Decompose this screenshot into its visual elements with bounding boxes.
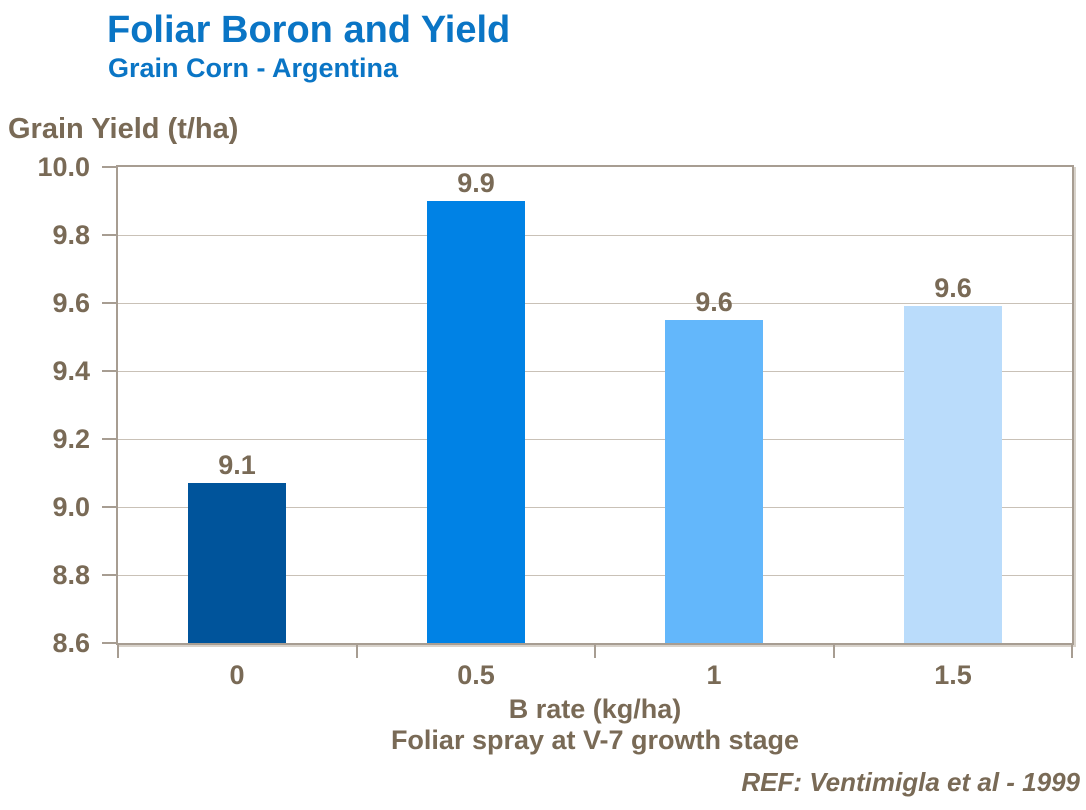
bar-1 [665,320,763,643]
gridline [118,507,1072,508]
x-tick-label: 1.5 [934,660,972,690]
x-tick-label: 1 [706,660,722,690]
x-tick-label: 0.5 [457,660,495,690]
x-axis-title: B rate (kg/ha) [508,694,682,724]
y-tick-label: 9.2 [52,424,90,454]
x-tick [1071,645,1073,658]
y-tick [102,166,116,168]
y-tick [102,438,116,440]
y-axis-title: Grain Yield (t/ha) [8,113,239,145]
y-tick [102,370,116,372]
bar-value-label: 9.1 [218,450,256,480]
x-tick [594,645,596,658]
reference-text: REF: Ventimigla et al - 1999 [741,767,1080,797]
plot-area: 9.1 9.9 9.6 9.6 [116,165,1074,645]
y-tick [102,302,116,304]
y-tick-label: 8.8 [52,560,90,590]
chart-title: Foliar Boron and Yield [107,9,511,51]
y-tick-label: 8.6 [52,628,90,658]
y-tick-label: 9.4 [52,356,90,386]
gridline [118,235,1072,236]
y-tick [102,574,116,576]
bar-0.5 [427,201,525,643]
bar-1.5 [904,306,1002,643]
gridline [118,439,1072,440]
x-tick [117,645,119,658]
bar-value-label: 9.6 [695,287,733,317]
y-tick [102,506,116,508]
bar-0 [188,483,286,643]
x-axis-note: Foliar spray at V-7 growth stage [390,725,800,755]
y-tick-label: 9.6 [52,288,90,318]
chart-subtitle: Grain Corn - Argentina [108,53,399,83]
y-tick-label: 9.8 [52,220,90,250]
gridline [118,303,1072,304]
x-tick [833,645,835,658]
bar-value-label: 9.9 [457,168,495,198]
gridline [118,371,1072,372]
y-tick-label: 9.0 [52,492,90,522]
bar-value-label: 9.6 [934,273,972,303]
x-tick-label: 0 [229,660,245,690]
y-tick [102,234,116,236]
y-tick-label: 10.0 [37,152,90,182]
gridline [118,575,1072,576]
x-tick [356,645,358,658]
y-tick [102,642,116,644]
